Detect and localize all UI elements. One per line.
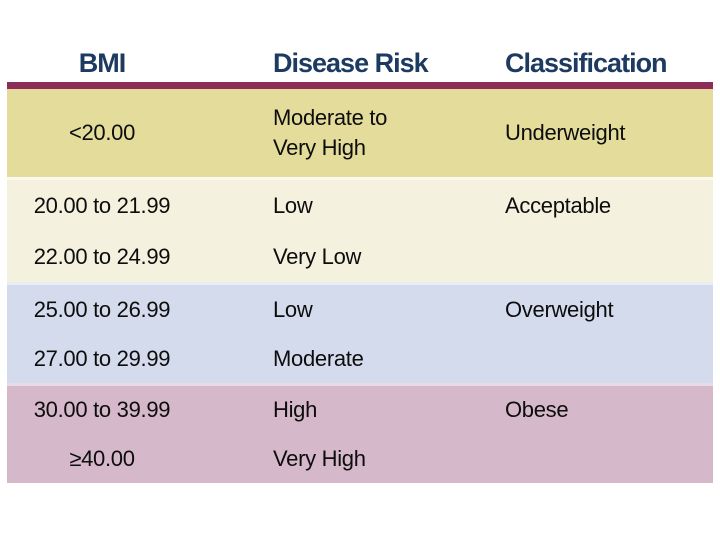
risk-value: Very High (273, 445, 366, 471)
risk-value: Low (273, 192, 313, 218)
risk-value: Moderate (273, 345, 364, 371)
classification-value (477, 231, 713, 282)
section-overweight: 25.00 to 26.99 27.00 to 29.99 Low Modera… (7, 282, 713, 383)
bmi-column: 30.00 to 39.99 ≥40.00 (7, 386, 197, 483)
bmi-range: 20.00 to 21.99 (33, 192, 171, 218)
header-cell-bmi: BMI (78, 48, 127, 78)
bmi-range: ≥40.00 (69, 445, 135, 471)
classification-value (477, 435, 713, 484)
classification-value: Obese (505, 397, 569, 423)
risk-column: Moderate to Very High (197, 89, 477, 177)
classification-value (477, 334, 713, 383)
table-header-row: BMI Disease Risk Classification (7, 42, 713, 82)
bmi-column: 25.00 to 26.99 27.00 to 29.99 (7, 285, 197, 383)
risk-value: High (273, 397, 318, 423)
risk-value: Low (273, 296, 313, 322)
section-obese: 30.00 to 39.99 ≥40.00 High Very High Obe… (7, 383, 713, 483)
risk-column: Low Very Low (197, 180, 477, 282)
risk-column: Low Moderate (197, 285, 477, 383)
bmi-classification-table: BMI Disease Risk Classification <20.00 M… (7, 42, 713, 483)
classification-column: Overweight (477, 285, 713, 383)
header-cell-classification: Classification (505, 48, 668, 78)
bmi-range: 25.00 to 26.99 (33, 296, 171, 322)
bmi-column: <20.00 (7, 89, 197, 177)
risk-value: Moderate to Very High (273, 105, 388, 160)
classification-column: Obese (477, 386, 713, 483)
classification-column: Underweight (477, 89, 713, 177)
classification-value: Overweight (505, 296, 614, 322)
section-acceptable: 20.00 to 21.99 22.00 to 24.99 Low Very L… (7, 177, 713, 282)
bmi-range: 30.00 to 39.99 (33, 397, 171, 423)
classification-value: Acceptable (505, 192, 611, 218)
divider-rule (7, 82, 713, 89)
bmi-column: 20.00 to 21.99 22.00 to 24.99 (7, 180, 197, 282)
classification-column: Acceptable (477, 180, 713, 282)
bmi-range: 27.00 to 29.99 (33, 345, 171, 371)
risk-column: High Very High (197, 386, 477, 483)
header-cell-disease-risk: Disease Risk (273, 48, 429, 78)
section-underweight: <20.00 Moderate to Very High Underweight (7, 89, 713, 177)
bmi-range: <20.00 (68, 120, 136, 145)
classification-value: Underweight (505, 120, 626, 145)
bmi-range: 22.00 to 24.99 (33, 243, 171, 269)
risk-value: Very Low (273, 243, 362, 269)
